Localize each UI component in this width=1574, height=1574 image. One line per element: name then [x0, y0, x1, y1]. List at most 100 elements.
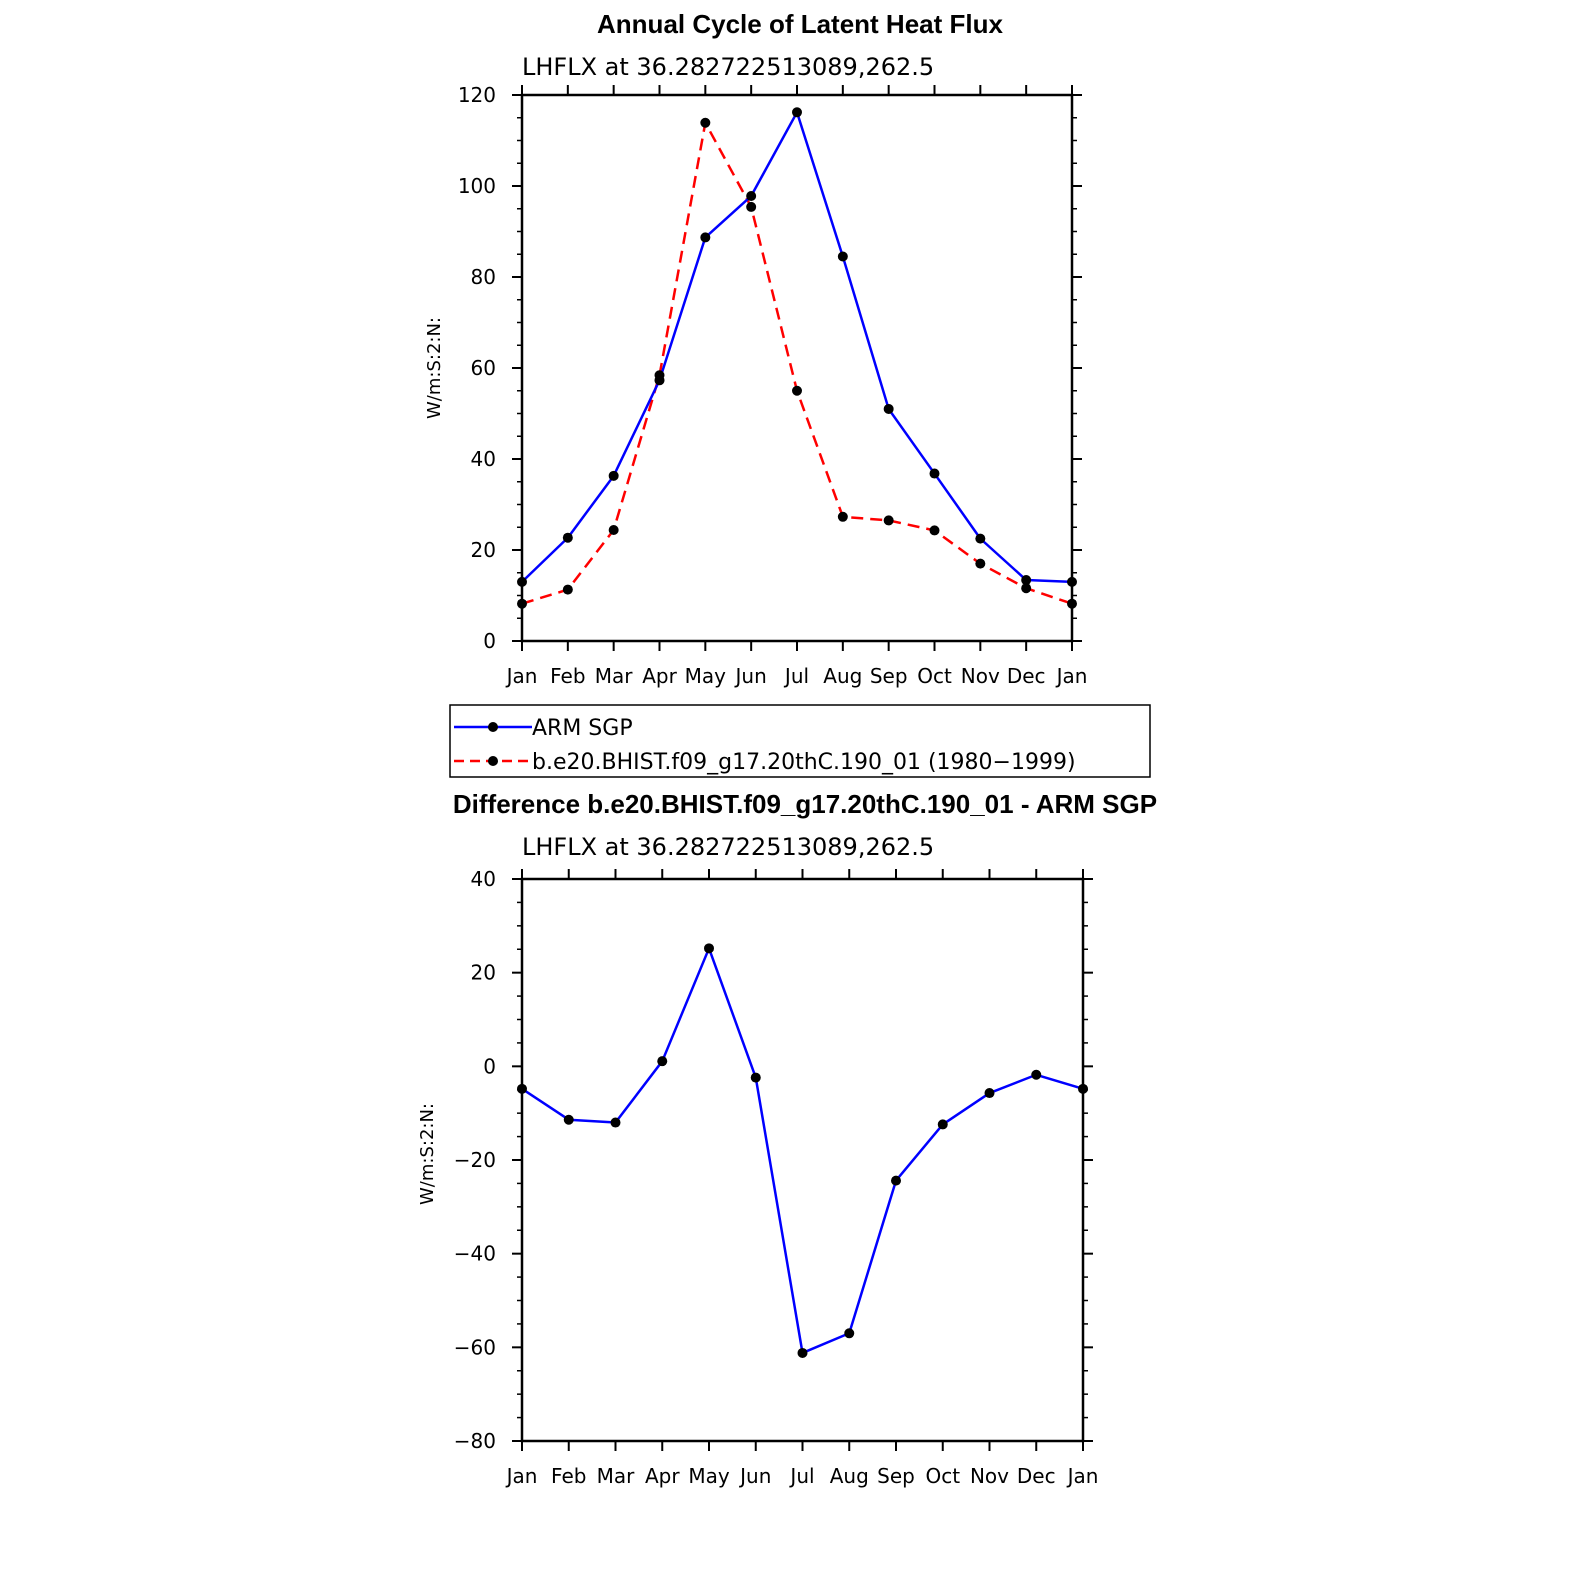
- chart2-series-0-point: [844, 1328, 855, 1339]
- chart1-series-1-point: [929, 525, 940, 536]
- chart1-series-1-point: [1067, 598, 1077, 609]
- chart2-xtick-label: Jun: [738, 1464, 771, 1488]
- chart2-axes: Jan Feb Mar Apr May Jun Jul Aug Sep Oct Nov Dec Jan−…: [454, 867, 1099, 1488]
- chart1-series-1-point: [562, 584, 573, 595]
- chart2-ytick-label: −80: [454, 1429, 496, 1453]
- chart2-xtick-label: Nov: [970, 1464, 1009, 1488]
- chart1-series-layer: [517, 107, 1077, 609]
- chart1-xtick-label: Jan: [505, 664, 538, 688]
- chart1-series-1-point: [837, 511, 848, 522]
- chart1-series-0-point: [1067, 576, 1077, 587]
- chart2-series-0-point: [563, 1114, 574, 1125]
- chart2-xtick-label: May: [688, 1464, 730, 1488]
- chart1-title: Annual Cycle of Latent Heat Flux: [597, 9, 1003, 39]
- chart2-ytick-label: −20: [454, 1148, 496, 1172]
- chart2-series-layer: [517, 943, 1088, 1358]
- chart2-series-0-point: [750, 1072, 761, 1083]
- chart1-xtick-label: Jun: [734, 664, 767, 688]
- legend-marker-model: [488, 756, 498, 766]
- difference-chart: Difference b.e20.BHIST.f09_g17.20thC.190…: [417, 789, 1157, 1488]
- chart1-xtick-label: Nov: [961, 664, 1000, 688]
- chart2-series-0-point: [937, 1119, 948, 1130]
- chart1-series-1-point: [883, 515, 894, 526]
- chart1-series-line-0: [521, 111, 1073, 584]
- legend-box: [449, 704, 1151, 778]
- chart1-ytick-label: 120: [458, 83, 496, 107]
- chart1-series-1-point: [746, 201, 757, 212]
- chart1-series-0-point: [562, 532, 573, 543]
- legend-label-arm-sgp: ARM SGP: [532, 716, 633, 741]
- chart1-series-0-point: [654, 375, 665, 386]
- chart1-series-0-point: [975, 533, 986, 544]
- chart1-series-0-point: [517, 576, 527, 587]
- chart1-xtick-label: May: [685, 664, 727, 688]
- chart1-xtick-label: Aug: [823, 664, 862, 688]
- chart2-title: Difference b.e20.BHIST.f09_g17.20thC.190…: [453, 789, 1157, 819]
- chart2-ytick-label: −60: [454, 1335, 496, 1359]
- chart1-series-0-point: [929, 468, 940, 479]
- chart1-xtick-label: Feb: [550, 664, 585, 688]
- chart2-series-0-point: [797, 1347, 808, 1358]
- chart1-series-1-point: [792, 385, 802, 396]
- chart2-xtick-label: Jul: [788, 1464, 814, 1488]
- chart1-ytick-label: 80: [471, 265, 496, 289]
- chart1-series-1-point: [1021, 583, 1032, 594]
- chart1-ytick-label: 60: [471, 356, 496, 380]
- chart2-ytick-label: 40: [471, 867, 496, 891]
- chart1-series-0-point: [746, 191, 757, 202]
- chart1-series-1-point: [608, 524, 619, 535]
- chart1-xtick-label: Dec: [1007, 664, 1046, 688]
- chart2-xtick-label: Jan: [505, 1464, 538, 1488]
- chart2-series-0-point: [704, 943, 714, 954]
- chart1-xtick-label: Oct: [917, 664, 952, 688]
- chart1-series-0-point: [837, 251, 848, 262]
- chart2-xtick-label: Apr: [645, 1464, 680, 1488]
- chart2-xtick-label: Jan: [1066, 1464, 1099, 1488]
- chart2-ytick-label: 20: [471, 961, 496, 985]
- chart1-series-0-point: [700, 232, 711, 243]
- chart1-series-0-point: [792, 107, 802, 118]
- chart1-xtick-label: Jan: [1055, 664, 1088, 688]
- chart1-series-1-point: [700, 117, 711, 128]
- chart2-series-0-point: [1078, 1083, 1088, 1094]
- chart1-ylabel: W/m:S:2:N:: [424, 317, 445, 419]
- chart2-series-0-point: [657, 1056, 668, 1067]
- legend-marker-arm-sgp: [488, 722, 498, 732]
- chart1-series-line-1: [521, 121, 1073, 605]
- chart1-series-0-point: [883, 403, 894, 414]
- chart1-axes: Jan Feb Mar Apr May Jun Jul Aug Sep Oct Nov Dec Jan 0…: [458, 83, 1088, 688]
- chart2-series-0-point: [891, 1175, 901, 1186]
- chart1-series-0-point: [1021, 575, 1032, 586]
- chart1-series-1-point: [517, 598, 527, 609]
- legend-label-model: b.e20.BHIST.f09_g17.20thC.190_01 (1980−1…: [532, 750, 1076, 775]
- chart2-series-0-point: [1031, 1069, 1042, 1080]
- chart1-series-0-point: [608, 470, 619, 481]
- chart1-xtick-label: Sep: [870, 664, 908, 688]
- chart2-ytick-label: −40: [454, 1242, 496, 1266]
- chart1-plot-frame: [520, 93, 1074, 643]
- chart1-legend: ARM SGP b.e20.BHIST.f09_g17.20thC.190_01…: [449, 704, 1151, 778]
- chart2-ylabel: W/m:S:2:N:: [417, 1103, 438, 1205]
- chart1-subtitle: LHFLX at 36.282722513089,262.5: [522, 53, 934, 81]
- chart2-xtick-label: Dec: [1017, 1464, 1056, 1488]
- chart2-xtick-label: Sep: [877, 1464, 915, 1488]
- chart2-xtick-label: Mar: [597, 1464, 636, 1488]
- chart2-series-0-point: [610, 1117, 621, 1128]
- annual-cycle-chart: Annual Cycle of Latent Heat Flux LHFLX a…: [424, 9, 1087, 688]
- chart2-series-line-0: [521, 947, 1084, 1355]
- chart2-series-0-point: [984, 1088, 995, 1099]
- chart1-series-1-point: [975, 558, 986, 569]
- chart1-ytick-label: 100: [458, 174, 496, 198]
- chart1-xtick-label: Mar: [595, 664, 634, 688]
- chart1-xtick-label: Apr: [642, 664, 677, 688]
- chart2-subtitle: LHFLX at 36.282722513089,262.5: [522, 833, 934, 861]
- chart2-xtick-label: Feb: [551, 1464, 586, 1488]
- chart1-ytick-label: 0: [483, 629, 496, 653]
- chart2-series-0-point: [517, 1083, 527, 1094]
- chart2-xtick-label: Oct: [925, 1464, 960, 1488]
- chart1-ytick-label: 20: [471, 538, 496, 562]
- chart1-ytick-label: 40: [471, 447, 496, 471]
- chart2-xtick-label: Aug: [830, 1464, 869, 1488]
- chart1-xtick-label: Jul: [783, 664, 809, 688]
